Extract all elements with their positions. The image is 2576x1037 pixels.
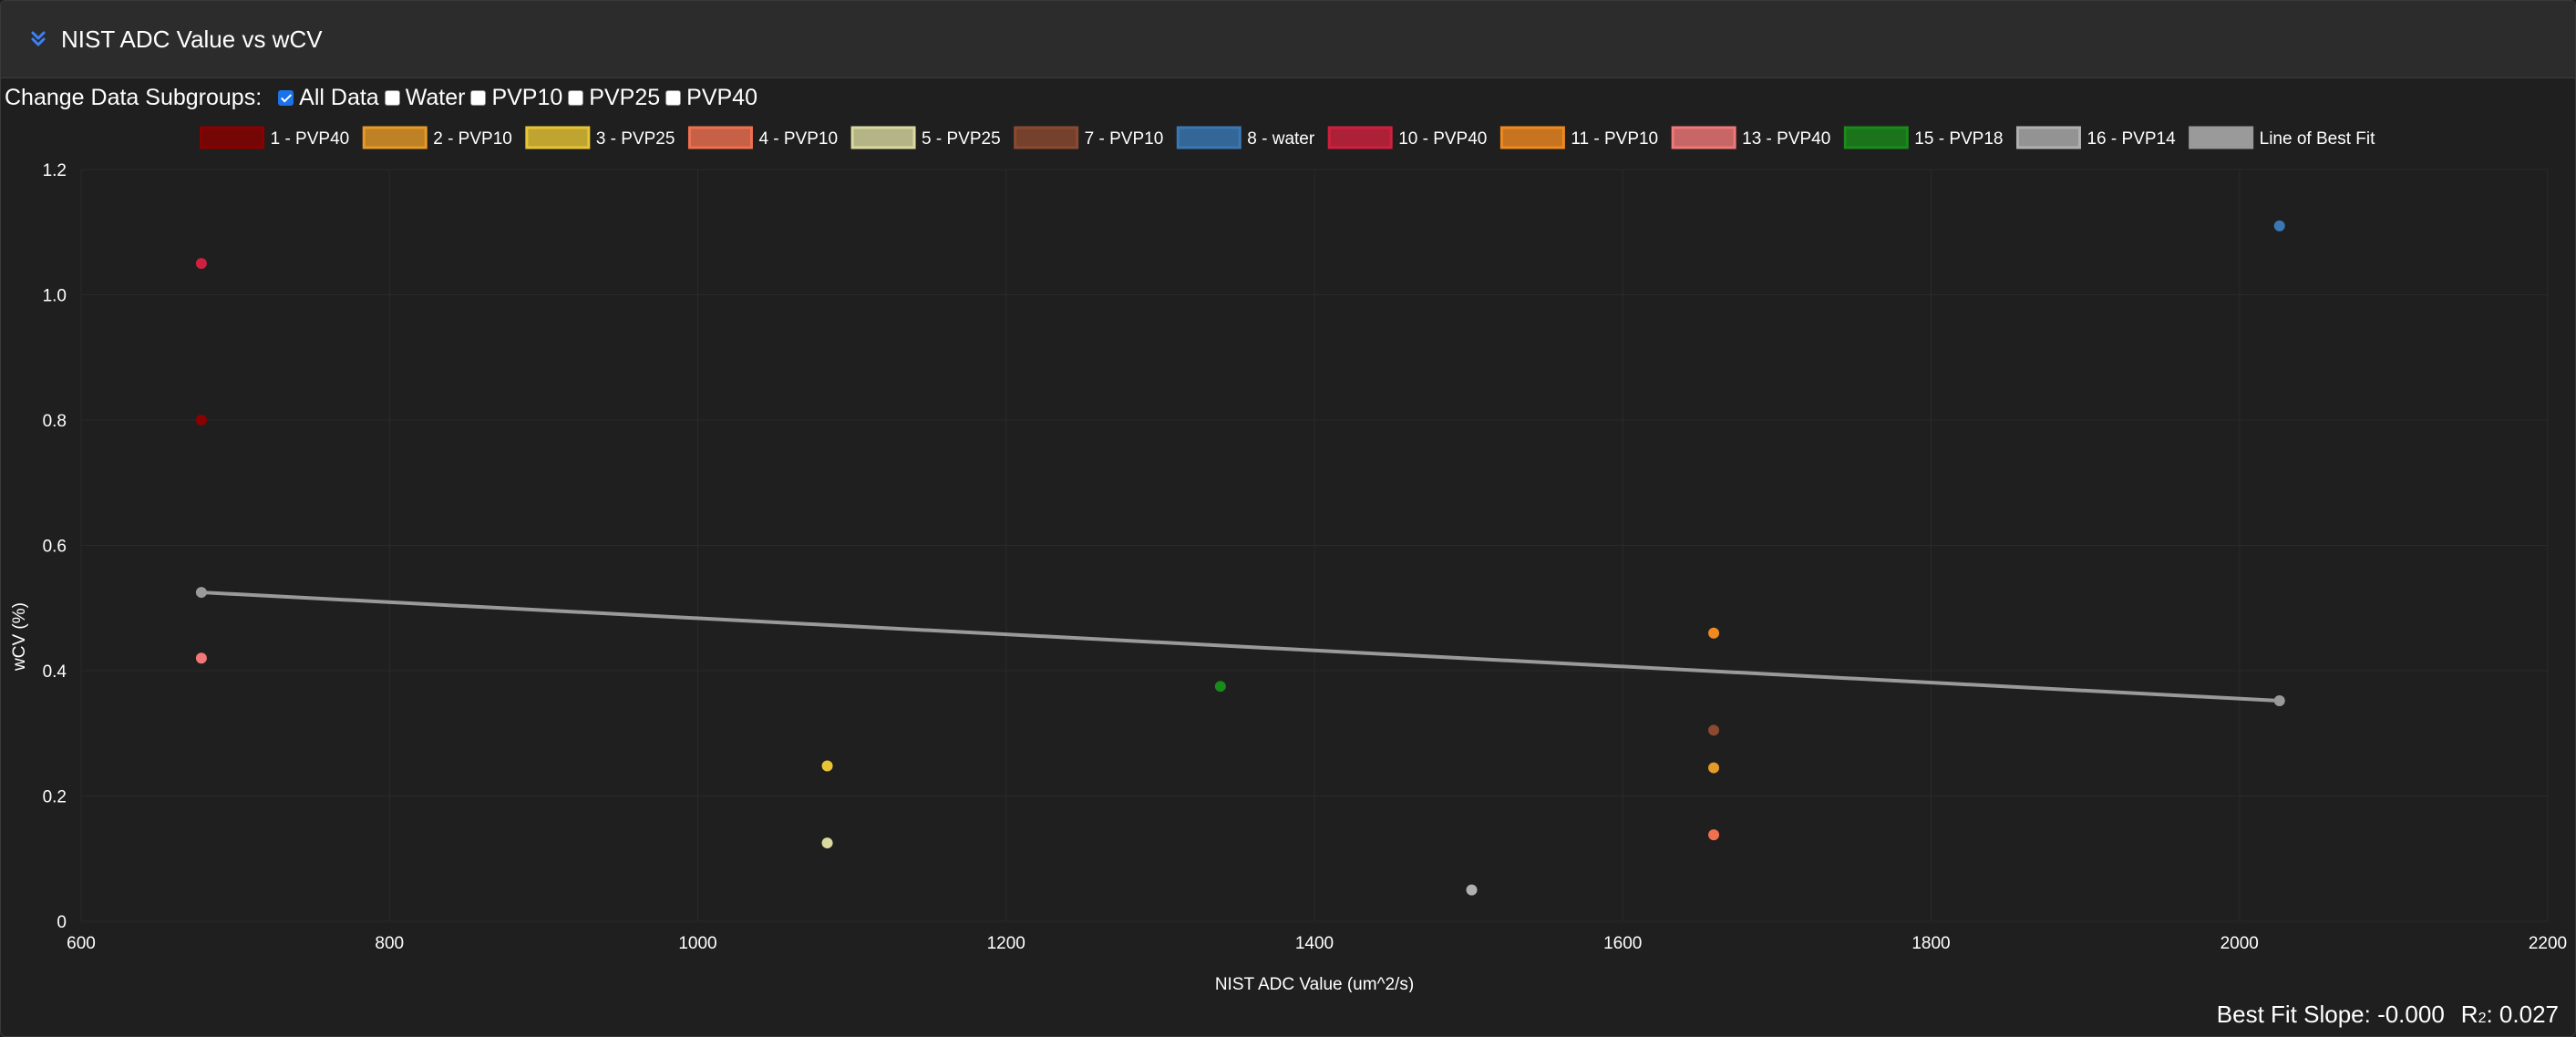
legend-swatch: [200, 126, 265, 149]
checkbox-pvp25[interactable]: PVP25: [568, 85, 660, 111]
x-tick-label: 2200: [2529, 934, 2567, 953]
y-tick-label: 0.8: [43, 412, 67, 431]
x-tick-label: 1200: [987, 934, 1025, 953]
x-tick-label: 1800: [1911, 934, 1950, 953]
y-tick-label: 0: [57, 913, 67, 932]
subgroup-label: Change Data Subgroups:: [5, 84, 263, 110]
legend-swatch: [2189, 126, 2254, 149]
data-point: [1708, 829, 1720, 841]
legend-swatch: [1843, 126, 1909, 149]
double-chevron-down-icon[interactable]: [26, 27, 50, 51]
data-point: [195, 415, 207, 426]
x-tick-label: 1400: [1295, 934, 1334, 953]
legend-label: 5 - PVP25: [922, 129, 1001, 149]
y-tick-label: 1.0: [43, 287, 67, 306]
y-tick-label: 1.2: [43, 161, 67, 180]
checkbox-label: All Data: [299, 84, 379, 110]
scatter-chart: 600 800 1000 1200 1400 1600 1800 2000 2200 0 0.2 0.…: [1, 118, 2575, 994]
best-fit-line: [201, 590, 2280, 703]
scatter-chart-svg: 600 800 1000 1200 1400 1600 1800 2000 2200 0 0.2 0.…: [10, 126, 2567, 994]
panel-header[interactable]: NIST ADC Value vs wCV: [1, 1, 2575, 78]
data-point: [195, 652, 207, 664]
legend-label: 13 - PVP40: [1742, 129, 1830, 149]
x-tick-label: 600: [67, 934, 96, 953]
x-tick-label: 1000: [678, 934, 716, 953]
checkbox-box[interactable]: [568, 89, 584, 106]
data-point: [195, 258, 207, 270]
data-point: [821, 760, 833, 772]
checkbox-box[interactable]: [665, 89, 682, 106]
r-squared-value: : 0.027: [2486, 1001, 2559, 1028]
legend-label: 8 - water: [1247, 129, 1315, 149]
legend-swatch: [525, 126, 591, 149]
data-point: [821, 837, 833, 849]
checkbox-pvp10[interactable]: PVP10: [470, 85, 562, 111]
r-squared-superscript: 2: [2478, 1011, 2487, 1026]
checkbox-label: PVP40: [686, 84, 757, 110]
best-fit-point: [2273, 695, 2285, 706]
legend-swatch: [850, 126, 916, 149]
data-point: [1214, 681, 1226, 693]
data-point: [1708, 627, 1720, 639]
r-squared-prefix: R: [2460, 1001, 2478, 1028]
checkbox-pvp40[interactable]: PVP40: [665, 85, 757, 111]
y-tick-label: 0.2: [43, 788, 67, 807]
x-tick-label: 1600: [1603, 934, 1642, 953]
data-point: [2273, 220, 2285, 231]
checkbox-water[interactable]: Water: [384, 84, 466, 111]
legend-label: Line of Best Fit: [2260, 129, 2375, 149]
legend-swatch: [1014, 126, 1079, 149]
data-point: [1466, 884, 1478, 896]
checkbox-label: Water: [405, 84, 466, 110]
legend-swatch: [1671, 126, 1736, 149]
checkbox-box[interactable]: [384, 89, 400, 106]
x-tick-label: 2000: [2221, 934, 2259, 953]
legend-swatch: [362, 126, 428, 149]
legend-swatch: [1176, 126, 1242, 149]
legend-swatch: [1499, 126, 1565, 149]
data-point: [1708, 762, 1720, 774]
y-tick-label: 0.6: [43, 538, 67, 557]
legend-label: 15 - PVP18: [1914, 129, 2003, 149]
legend-swatch: [1327, 126, 1393, 149]
legend-label: 10 - PVP40: [1398, 129, 1487, 149]
checkbox-all-data[interactable]: All Data: [278, 85, 379, 111]
legend-label: 16 - PVP14: [2087, 129, 2176, 149]
legend-label: 3 - PVP25: [596, 129, 675, 149]
checkbox-label: PVP10: [491, 84, 563, 110]
subgroup-controls: Change Data Subgroups: All Data Water PV…: [5, 81, 763, 114]
x-axis-title: NIST ADC Value (um^2/s): [1215, 975, 1414, 992]
best-fit-slope: Best Fit Slope: -0.000: [2216, 1001, 2445, 1028]
data-point: [1708, 724, 1720, 736]
y-axis-title: wCV (%): [10, 602, 29, 672]
checkbox-box[interactable]: [278, 89, 294, 106]
x-tick-label: 800: [375, 934, 404, 953]
legend-swatch: [687, 126, 753, 149]
legend-label: 1 - PVP40: [271, 129, 350, 149]
legend-label: 4 - PVP10: [758, 129, 838, 149]
best-fit-point: [195, 587, 207, 599]
legend-label: 7 - PVP10: [1085, 129, 1164, 149]
checkbox-label: PVP25: [589, 84, 661, 110]
legend-label: 11 - PVP10: [1571, 129, 1658, 149]
checkbox-box[interactable]: [470, 89, 487, 106]
panel-title: NIST ADC Value vs wCV: [61, 25, 323, 53]
legend-label: 2 - PVP10: [433, 129, 512, 149]
legend-swatch: [2015, 126, 2081, 149]
y-tick-label: 0.4: [43, 662, 67, 682]
